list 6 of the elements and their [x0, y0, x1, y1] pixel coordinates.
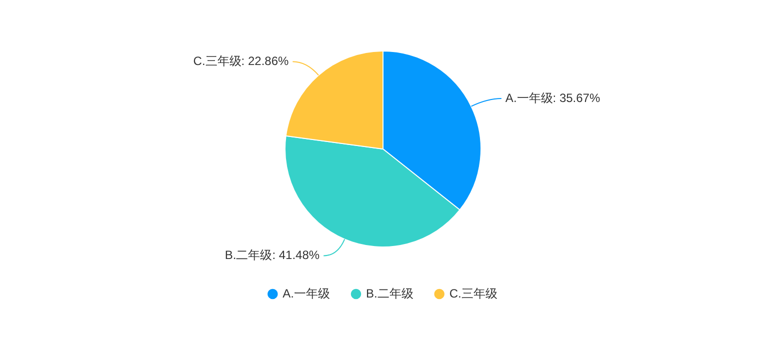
- data-label: A.一年级: 35.67%: [505, 90, 600, 105]
- legend-label: A.一年级: [282, 286, 330, 300]
- data-label: C.三年级: 22.86%: [193, 54, 289, 68]
- data-label: B.二年级: 41.48%: [224, 248, 320, 262]
- legend-label: B.二年级: [366, 286, 414, 300]
- legend-label: C.三年级: [449, 286, 498, 300]
